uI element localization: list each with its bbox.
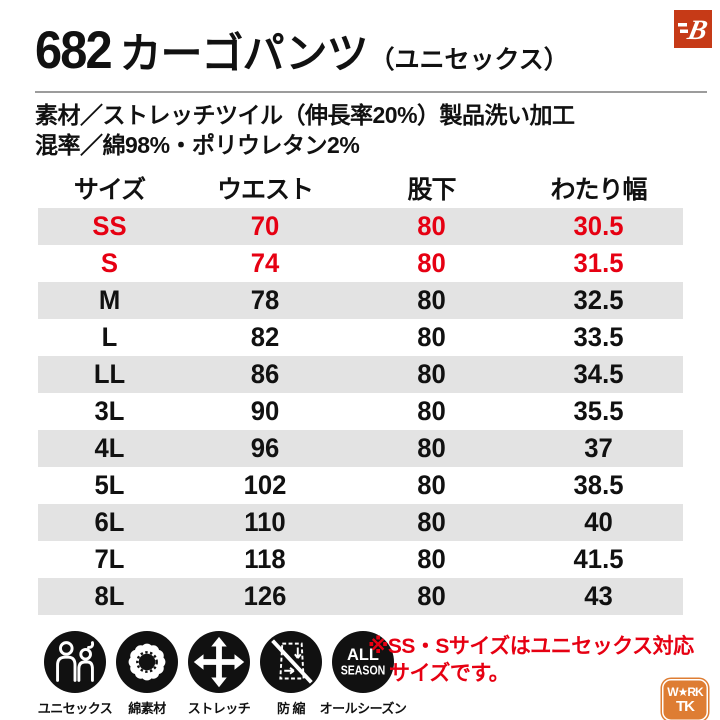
cell-waist: 82 xyxy=(250,322,280,352)
table-row-SS: SS 70 80 30.5 xyxy=(38,208,683,245)
feature-unisex: ユニセックス xyxy=(37,631,113,717)
specs: 素材／ストレッチツイル（伸長率20%）製品洗い加工 混率／綿98%・ポリウレタン… xyxy=(35,100,720,160)
header: 682 カーゴパンツ （ユニセックス） B xyxy=(0,0,720,81)
table-row-6L: 6L 110 80 40 xyxy=(38,504,683,541)
product-code: 682 xyxy=(35,21,113,80)
cell-waist: 70 xyxy=(250,211,280,241)
brand-logo-icon: B xyxy=(674,10,712,48)
cell-thigh: 37 xyxy=(584,433,613,463)
unisex-note: ※SS・Sサイズはユニセックス対応 サイズです。 xyxy=(368,633,694,687)
feature-shrink-resistant: 防 縮 xyxy=(256,631,326,717)
cell-size: LL xyxy=(93,359,126,389)
shop-logo: W★RK TK xyxy=(662,679,708,720)
cotton-icon xyxy=(116,631,178,693)
table-row-L: L 82 80 33.5 xyxy=(38,319,683,356)
cell-inseam: 80 xyxy=(417,470,446,500)
size-table-header: サイズ ウエスト 股下 わたり幅 xyxy=(38,168,683,208)
feature-label: ストレッチ xyxy=(187,701,251,716)
cell-thigh: 35.5 xyxy=(573,396,624,426)
table-row-S: S 74 80 31.5 xyxy=(38,245,683,282)
stretch-icon xyxy=(188,631,250,693)
cell-thigh: 40 xyxy=(584,507,613,537)
feature-label: 綿素材 xyxy=(128,701,166,716)
cell-inseam: 80 xyxy=(417,285,446,315)
page-title: 682 カーゴパンツ （ユニセックス） xyxy=(35,20,720,81)
size-table-body: SS 70 80 30.5 S 74 80 31.5 M 78 80 32.5 L 82 80 33.5 LL 8… xyxy=(38,208,683,615)
shrink-resistant-icon xyxy=(260,631,322,693)
size-table: サイズ ウエスト 股下 わたり幅 SS 70 80 30.5 S 74 80 31.5 M 78 80 32… xyxy=(38,168,683,615)
cell-inseam: 80 xyxy=(417,248,446,278)
cell-inseam: 80 xyxy=(417,433,446,463)
shop-logo-text-bottom: TK xyxy=(676,698,695,715)
table-row-7L: 7L 118 80 41.5 xyxy=(38,541,683,578)
cell-inseam: 80 xyxy=(417,359,446,389)
column-header-size: サイズ xyxy=(73,176,146,204)
cell-waist: 96 xyxy=(250,433,280,463)
cell-waist: 126 xyxy=(243,581,287,611)
cell-inseam: 80 xyxy=(417,396,446,426)
cell-inseam: 80 xyxy=(417,544,446,574)
column-header-waist: ウエスト xyxy=(216,176,314,204)
cell-inseam: 80 xyxy=(417,322,446,352)
cell-size: M xyxy=(98,285,121,315)
product-suffix: （ユニセックス） xyxy=(369,46,569,74)
cell-waist: 78 xyxy=(250,285,280,315)
cell-size: 5L xyxy=(94,470,125,500)
svg-text:SEASON: SEASON xyxy=(341,664,386,678)
cell-waist: 110 xyxy=(244,507,286,537)
feature-stretch: ストレッチ xyxy=(184,631,254,717)
product-name: カーゴパンツ xyxy=(119,30,368,77)
feature-label: ユニセックス xyxy=(37,701,113,716)
cell-size: S xyxy=(100,248,119,278)
column-header-inseam: 股下 xyxy=(407,176,456,204)
svg-text:ALL: ALL xyxy=(347,646,379,664)
feature-icons: ユニセックス 綿素材 ストレッチ 防 縮 ALL SEASON オールシーズン xyxy=(0,631,720,717)
all-season-icon: ALL SEASON xyxy=(332,631,394,693)
cell-size: 4L xyxy=(94,433,125,463)
cell-waist: 118 xyxy=(244,544,286,574)
cell-size: 6L xyxy=(94,507,125,537)
feature-cotton: 綿素材 xyxy=(112,631,182,717)
cell-waist: 86 xyxy=(250,359,280,389)
cell-inseam: 80 xyxy=(417,507,446,537)
table-row-M: M 78 80 32.5 xyxy=(38,282,683,319)
cell-thigh: 41.5 xyxy=(573,544,624,574)
feature-label: 防 縮 xyxy=(276,701,306,716)
table-row-5L: 5L 102 80 38.5 xyxy=(38,467,683,504)
table-row-8L: 8L 126 80 43 xyxy=(38,578,683,615)
cell-waist: 74 xyxy=(250,248,280,278)
cell-thigh: 30.5 xyxy=(573,211,624,241)
cell-size: 3L xyxy=(94,396,125,426)
note-line1: ※SS・Sサイズはユニセックス対応 xyxy=(368,635,694,658)
cell-thigh: 31.5 xyxy=(573,248,624,278)
table-row-3L: 3L 90 80 35.5 xyxy=(38,393,683,430)
table-row-LL: LL 86 80 34.5 xyxy=(38,356,683,393)
cell-waist: 90 xyxy=(250,396,280,426)
cell-size: 7L xyxy=(94,544,125,574)
cell-waist: 102 xyxy=(243,470,287,500)
cell-thigh: 32.5 xyxy=(573,285,624,315)
cell-size: 8L xyxy=(94,581,125,611)
blend-text: 混率／綿98%・ポリウレタン2% xyxy=(35,132,360,158)
cell-thigh: 33.5 xyxy=(573,322,624,352)
shop-logo-text-top: W★RK xyxy=(667,685,703,699)
column-header-thigh: わたり幅 xyxy=(550,176,647,204)
cell-thigh: 34.5 xyxy=(573,359,624,389)
cell-size: SS xyxy=(92,211,127,241)
unisex-icon xyxy=(44,631,106,693)
divider xyxy=(35,91,707,93)
feature-all-season: ALL SEASON オールシーズン xyxy=(320,631,407,717)
feature-label: オールシーズン xyxy=(319,701,407,716)
footer: ユニセックス 綿素材 ストレッチ 防 縮 ALL SEASON オールシーズン ※… xyxy=(0,631,720,720)
note-line2: サイズです。 xyxy=(389,662,510,685)
material-text: 素材／ストレッチツイル（伸長率20%）製品洗い加工 xyxy=(35,102,575,128)
cell-inseam: 80 xyxy=(417,211,446,241)
table-row-4L: 4L 96 80 37 xyxy=(38,430,683,467)
cell-thigh: 43 xyxy=(584,581,613,611)
cell-inseam: 80 xyxy=(417,581,446,611)
cell-thigh: 38.5 xyxy=(573,470,624,500)
cell-size: L xyxy=(101,322,118,352)
